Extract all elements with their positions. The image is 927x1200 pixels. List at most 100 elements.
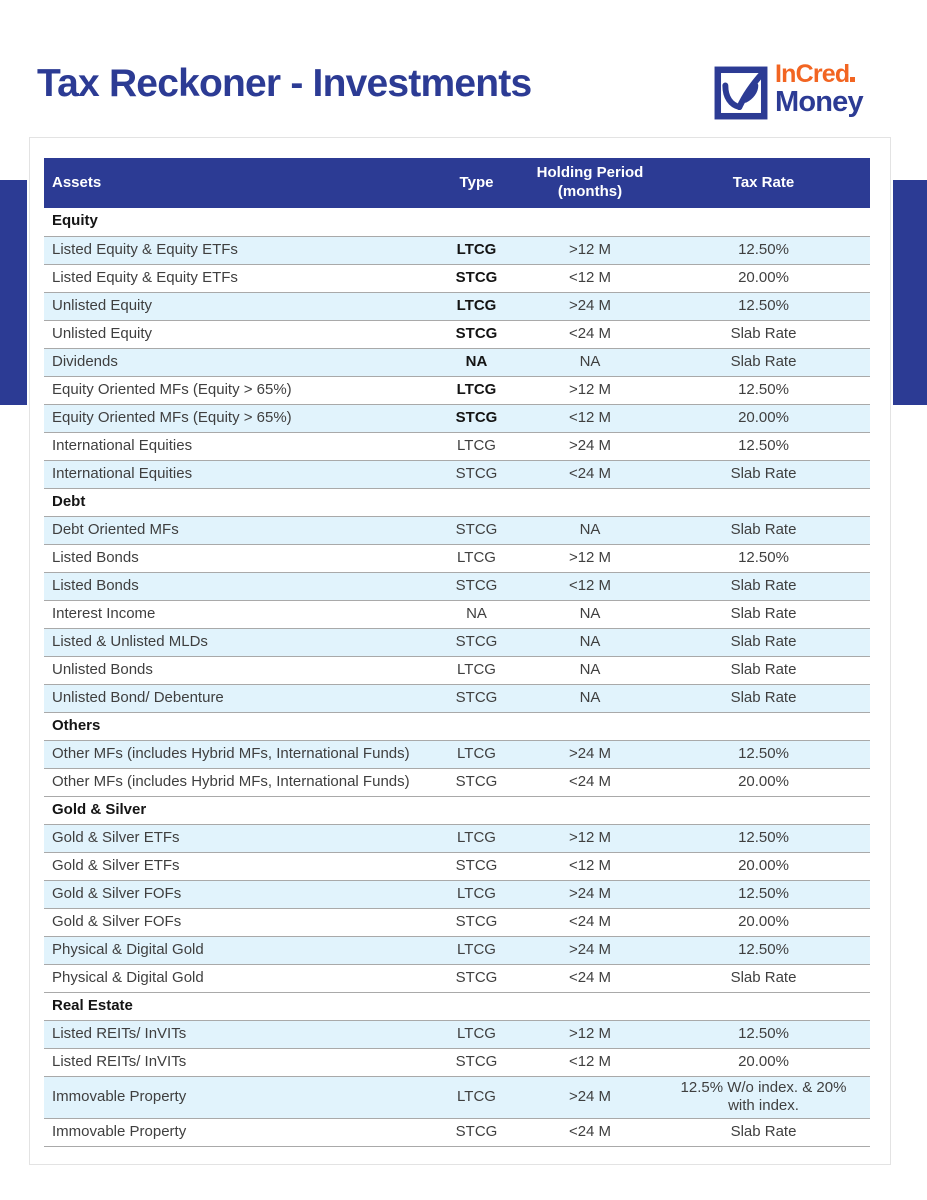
column-header-type: Type: [430, 158, 523, 208]
table-row: Dividends NA NA Slab Rate: [44, 348, 870, 377]
table-row: International Equities LTCG >24 M 12.50%: [44, 432, 870, 461]
cell-type: NA: [430, 600, 523, 629]
cell-holding: >24 M: [523, 740, 657, 769]
cell-holding: >12 M: [523, 236, 657, 265]
cell-assets: International Equities: [44, 432, 430, 461]
cell-holding: <24 M: [523, 460, 657, 489]
cell-type: LTCG: [430, 544, 523, 573]
cell-type: LTCG: [430, 432, 523, 461]
cell-assets: Interest Income: [44, 600, 430, 629]
cell-holding: <24 M: [523, 768, 657, 797]
cell-assets: Listed Equity & Equity ETFs: [44, 236, 430, 265]
table-row: Listed & Unlisted MLDs STCG NA Slab Rate: [44, 628, 870, 657]
cell-holding: >24 M: [523, 880, 657, 909]
logo-exclamation-dot: [850, 77, 856, 82]
cell-rate: 12.50%: [657, 936, 870, 965]
section-row: Gold & Silver: [44, 796, 870, 825]
table-row: Listed REITs/ InVITs STCG <12 M 20.00%: [44, 1048, 870, 1077]
table-row: Equity Oriented MFs (Equity > 65%) LTCG >1…: [44, 376, 870, 405]
table-row: Other MFs (includes Hybrid MFs, Internat…: [44, 740, 870, 769]
cell-rate: 12.50%: [657, 432, 870, 461]
cell-type: STCG: [430, 964, 523, 993]
cell-assets: Gold & Silver FOFs: [44, 908, 430, 937]
cell-assets: Dividends: [44, 348, 430, 377]
cell-type: LTCG: [430, 880, 523, 909]
section-label: Debt: [44, 488, 870, 517]
cell-assets: Listed REITs/ InVITs: [44, 1048, 430, 1077]
table-row: Interest Income NA NA Slab Rate: [44, 600, 870, 629]
cell-rate: 20.00%: [657, 908, 870, 937]
cell-assets: Unlisted Bonds: [44, 656, 430, 685]
cell-holding: >12 M: [523, 824, 657, 853]
cell-rate: Slab Rate: [657, 320, 870, 349]
table-row: Listed Equity & Equity ETFs STCG <12 M 20.0…: [44, 264, 870, 293]
section-label: Real Estate: [44, 992, 870, 1021]
cell-holding: >12 M: [523, 376, 657, 405]
cell-rate: Slab Rate: [657, 516, 870, 545]
section-label: Others: [44, 712, 870, 741]
table-row: Immovable Property LTCG >24 M 12.5% W/o ind…: [44, 1076, 870, 1119]
table-row: Other MFs (includes Hybrid MFs, Internat…: [44, 768, 870, 797]
cell-assets: Equity Oriented MFs (Equity > 65%): [44, 376, 430, 405]
cell-rate: 12.50%: [657, 292, 870, 321]
cell-holding: <12 M: [523, 572, 657, 601]
table-body: Equity Listed Equity & Equity ETFs LTCG >12…: [44, 208, 870, 1147]
cell-assets: Unlisted Bond/ Debenture: [44, 684, 430, 713]
cell-type: LTCG: [430, 292, 523, 321]
table-row: Gold & Silver FOFs STCG <24 M 20.00%: [44, 908, 870, 937]
cell-assets: Unlisted Equity: [44, 292, 430, 321]
cell-holding: <24 M: [523, 320, 657, 349]
cell-rate: 12.50%: [657, 740, 870, 769]
cell-assets: Physical & Digital Gold: [44, 964, 430, 993]
cell-type: LTCG: [430, 1076, 523, 1119]
column-header-tax-rate: Tax Rate: [657, 158, 870, 208]
cell-assets: Listed Bonds: [44, 544, 430, 573]
cell-rate: 12.50%: [657, 1020, 870, 1049]
cell-type: LTCG: [430, 740, 523, 769]
cell-holding: NA: [523, 516, 657, 545]
cell-type: LTCG: [430, 1020, 523, 1049]
cell-assets: Immovable Property: [44, 1118, 430, 1147]
logo-text: InCred Money: [775, 62, 864, 118]
table-row: Unlisted Equity STCG <24 M Slab Rate: [44, 320, 870, 349]
incred-money-logo: InCred Money: [714, 62, 864, 120]
cell-rate: 12.50%: [657, 880, 870, 909]
left-accent-bar: [0, 180, 27, 405]
table-card: Assets Type Holding Period (months) Tax …: [29, 137, 891, 1165]
cell-holding: <24 M: [523, 1118, 657, 1147]
cell-type: LTCG: [430, 376, 523, 405]
cell-type: STCG: [430, 1118, 523, 1147]
cell-holding: <24 M: [523, 908, 657, 937]
table-row: Listed Equity & Equity ETFs LTCG >12 M 12.5…: [44, 236, 870, 265]
cell-type: STCG: [430, 852, 523, 881]
tax-table: Assets Type Holding Period (months) Tax …: [44, 158, 870, 1147]
cell-assets: Gold & Silver ETFs: [44, 852, 430, 881]
cell-type: LTCG: [430, 824, 523, 853]
cell-rate: 12.50%: [657, 376, 870, 405]
cell-rate: 12.50%: [657, 236, 870, 265]
logo-brand-suffix: Money: [775, 86, 864, 118]
cell-assets: Physical & Digital Gold: [44, 936, 430, 965]
cell-type: STCG: [430, 404, 523, 433]
column-header-holding-period: Holding Period (months): [523, 158, 657, 208]
cell-assets: Listed Equity & Equity ETFs: [44, 264, 430, 293]
cell-type: STCG: [430, 460, 523, 489]
cell-holding: >24 M: [523, 936, 657, 965]
table-row: Unlisted Bonds LTCG NA Slab Rate: [44, 656, 870, 685]
cell-type: STCG: [430, 320, 523, 349]
cell-rate: Slab Rate: [657, 572, 870, 601]
table-row: Listed REITs/ InVITs LTCG >12 M 12.50%: [44, 1020, 870, 1049]
cell-type: STCG: [430, 572, 523, 601]
cell-type: STCG: [430, 684, 523, 713]
cell-rate: 20.00%: [657, 768, 870, 797]
right-accent-bar: [893, 180, 927, 405]
cell-rate: 20.00%: [657, 264, 870, 293]
cell-holding: >24 M: [523, 292, 657, 321]
cell-holding: NA: [523, 600, 657, 629]
cell-assets: Equity Oriented MFs (Equity > 65%): [44, 404, 430, 433]
cell-type: LTCG: [430, 236, 523, 265]
cell-holding: <24 M: [523, 964, 657, 993]
cell-type: STCG: [430, 264, 523, 293]
cell-assets: Gold & Silver ETFs: [44, 824, 430, 853]
cell-rate: Slab Rate: [657, 684, 870, 713]
